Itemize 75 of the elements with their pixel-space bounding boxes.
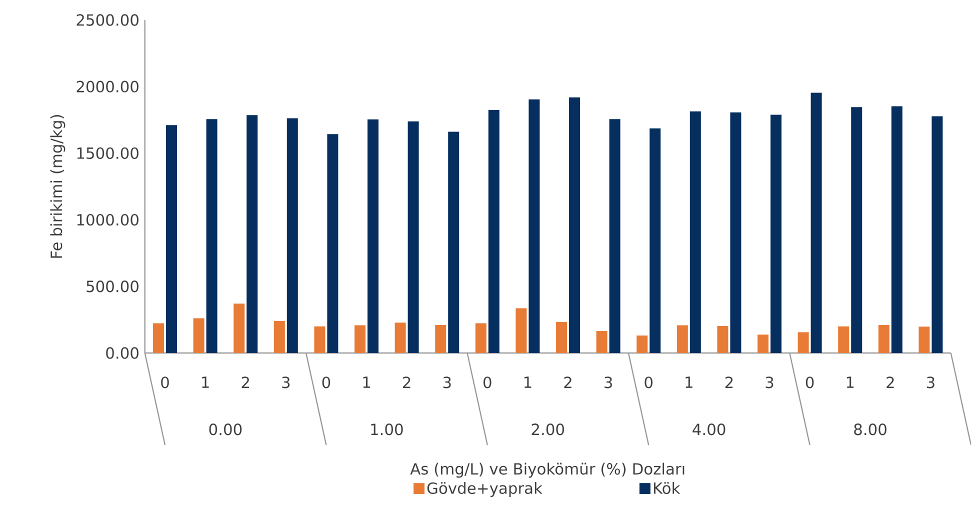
bar xyxy=(918,326,930,353)
x-tick-label: 0 xyxy=(644,376,652,388)
bar xyxy=(636,336,648,353)
text: 2.00 xyxy=(532,424,564,436)
bar xyxy=(234,304,245,353)
bar xyxy=(569,97,580,353)
bar xyxy=(435,325,446,353)
x-tick-label: 1 xyxy=(524,376,532,388)
y-tick-label: 1500.00 xyxy=(77,147,138,160)
x-tick-label: 2 xyxy=(564,376,572,388)
legend-label: Kök xyxy=(654,482,680,494)
x-tick-label: 1 xyxy=(363,376,370,388)
bar xyxy=(798,332,809,353)
bar xyxy=(206,119,218,353)
bar xyxy=(516,308,527,353)
y-axis-title: Fe birikimi (mg/kg) xyxy=(50,115,66,258)
text: 4.00 xyxy=(692,424,726,436)
bar xyxy=(246,115,258,353)
x-axis-title: As (mg/L) ve Biyokömür (%) Dozları xyxy=(410,462,684,478)
bar xyxy=(770,114,782,353)
x-tick-label: 0 xyxy=(322,376,330,388)
y-tick-label: 2500.00 xyxy=(76,14,138,26)
bar xyxy=(556,322,568,353)
x-tick-label: 3 xyxy=(443,376,451,388)
bar xyxy=(878,325,890,353)
x-tick-label: 2 xyxy=(242,376,249,388)
bar xyxy=(368,119,379,353)
bar xyxy=(448,132,460,353)
bar xyxy=(488,110,500,353)
y-tick-label: 0.00 xyxy=(106,347,138,359)
x-tick-label: 1 xyxy=(202,376,209,388)
y-tick-label: 2000.00 xyxy=(76,80,138,92)
x-tick-label: 2 xyxy=(725,376,733,388)
bar xyxy=(286,118,298,353)
bar xyxy=(354,325,366,353)
bar xyxy=(475,323,486,353)
bar xyxy=(193,318,204,353)
bar xyxy=(690,111,701,353)
x-tick-label: 1 xyxy=(686,376,692,388)
bar xyxy=(394,322,406,353)
bar xyxy=(528,99,540,353)
bar xyxy=(408,121,419,353)
bar xyxy=(891,106,902,353)
text: 0.00 xyxy=(209,424,242,436)
bar xyxy=(676,325,688,353)
x-tick-label: 3 xyxy=(926,376,934,388)
bar xyxy=(596,331,608,353)
x-tick-label: 1 xyxy=(846,376,854,388)
y-tick-label: 1000.00 xyxy=(77,214,138,226)
text: 8.00 xyxy=(854,424,886,436)
bar xyxy=(166,125,178,353)
x-tick-label: 0 xyxy=(484,376,492,388)
x-tick-label: 2 xyxy=(886,376,894,388)
y-tick-label: 500.00 xyxy=(86,280,138,292)
bar xyxy=(327,134,338,353)
text: 1.00 xyxy=(371,424,403,436)
bar xyxy=(314,326,326,353)
bar xyxy=(838,326,850,353)
x-tick-label: 2 xyxy=(403,376,410,388)
bar xyxy=(758,334,769,353)
bar xyxy=(810,92,822,353)
bar xyxy=(717,326,728,353)
x-tick-label: 3 xyxy=(282,376,290,388)
x-tick-label: 0 xyxy=(806,376,814,388)
x-tick-label: 0 xyxy=(161,376,169,388)
bar xyxy=(730,112,742,353)
bar xyxy=(650,128,661,353)
bar xyxy=(609,119,620,353)
bar xyxy=(153,323,164,353)
bar xyxy=(851,107,862,353)
bar xyxy=(274,321,285,353)
x-tick-label: 3 xyxy=(604,376,612,388)
bar xyxy=(932,116,943,353)
legend-label: Gövde+yaprak xyxy=(427,482,542,497)
x-tick-label: 3 xyxy=(766,376,774,388)
